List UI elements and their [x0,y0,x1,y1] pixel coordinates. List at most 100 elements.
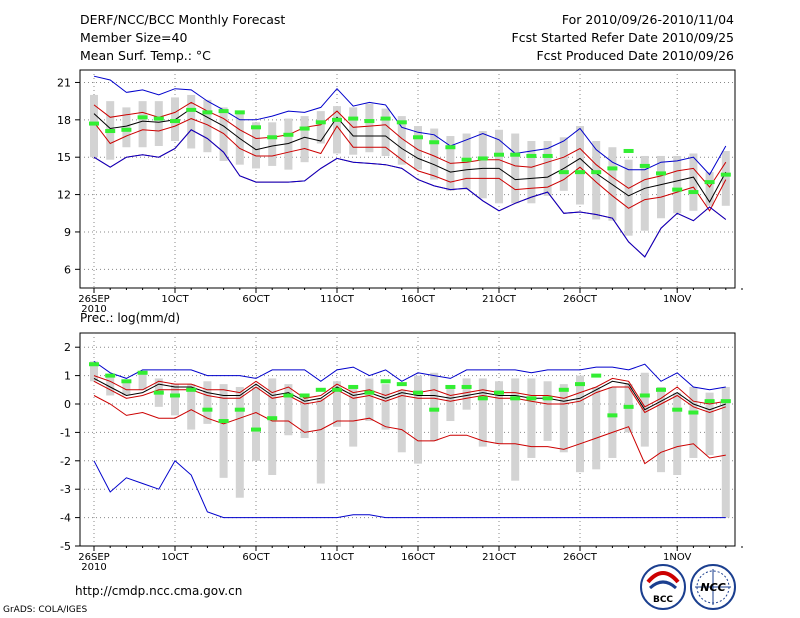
temperature-climate-mark [526,153,537,158]
precipitation-box [576,375,584,473]
source-url[interactable]: http://cmdp.ncc.cma.gov.cn [75,584,243,598]
temperature-box [640,155,649,231]
precipitation-climate-mark [121,379,132,384]
temperature-xtick-label: 26SEP [78,294,109,305]
temperature-xtick-label: 16OCT [401,294,436,305]
temperature-climate-mark [153,116,164,121]
temperature-box [624,159,633,236]
temperature-box [495,129,503,204]
precipitation-climate-mark [461,384,472,389]
temperature-climate-mark [445,145,456,150]
precipitation-climate-mark [137,370,148,375]
precipitation-climate-mark [542,396,553,401]
precipitation-xtick-label: 26SEP [78,552,109,563]
precipitation-ytick-label: -5 [60,540,71,553]
precipitation-xtick-sublabel: 2010 [81,562,106,573]
temperature-ensemble-min-extreme-line [93,129,727,258]
precipitation-box [138,372,147,390]
temperature-climate-mark [672,187,683,192]
temperature-ytick-label: 12 [57,189,71,202]
precipitation-box [365,378,374,422]
precipitation-box [381,384,390,430]
temperature-box [138,101,147,148]
precipitation-climate-mark [105,373,116,378]
temperature-box [235,113,244,165]
precipitation-ytick-label: -3 [60,483,71,496]
precipitation-climate-mark [283,393,294,398]
temperature-climate-mark [283,132,294,137]
precipitation-climate-mark [299,393,310,398]
precipitation-climate-mark [510,396,521,401]
precipitation-ytick-label: -2 [60,455,71,468]
temperature-box [576,126,584,205]
precipitation-ytick-label: -1 [60,426,71,439]
precip-title: Prec.: log(mm/d) [80,311,180,325]
temperature-climate-mark [121,127,132,132]
temperature-climate-mark [510,152,521,157]
temperature-climate-mark [299,126,310,131]
precipitation-box [446,386,455,422]
precipitation-ytick-label: 0 [64,398,71,411]
precipitation-climate-mark [218,419,229,424]
temperature-climate-mark [558,170,569,175]
temperature-xtick-label: 11OCT [320,294,355,305]
precipitation-xtick-label: 6OCT [242,552,270,563]
precipitation-box [511,378,520,481]
precipitation-box [316,398,325,484]
temperature-climate-mark [396,120,407,125]
temperature-climate-mark [542,153,553,158]
precipitation-box [106,375,115,396]
precipitation-spread-low-line [93,380,726,414]
chart-title: DERF/NCC/BCC Monthly Forecast [80,12,286,27]
temperature-box [333,106,341,154]
precipitation-box [252,386,260,461]
temperature-climate-mark [218,109,229,114]
temperature-box [365,103,374,153]
temperature-spread-low-line [93,118,727,212]
temperature-box [300,116,309,163]
temperature-box [527,141,536,204]
temperature-climate-mark [607,166,618,171]
temperature-climate-mark [332,117,342,122]
precipitation-climate-mark [315,387,326,392]
temperature-climate-mark [720,172,731,177]
temperature-xtick-sublabel: 2010 [81,304,106,315]
temperature-box [511,133,520,204]
temperature-climate-mark [251,125,261,130]
precipitation-climate-mark [170,393,180,398]
precipitation-xtick-label: 16OCT [401,552,436,563]
temperature-climate-mark [575,170,585,175]
precipitation-climate-mark [558,387,569,392]
precipitation-climate-mark [591,373,602,378]
precipitation-climate-mark [575,382,585,387]
temperature-xtick-label: 26OCT [563,294,598,305]
precipitation-ytick-label: 1 [64,370,71,383]
precipitation-ensemble-mean-line [93,377,726,411]
precipitation-xtick-label: 26OCT [563,552,598,563]
temperature-ytick-label: 15 [57,151,71,164]
precipitation-box [349,386,358,447]
precipitation-box [608,386,617,458]
temperature-climate-mark [656,171,666,176]
precipitation-xtick-label: 1NOV [663,552,692,563]
precipitation-box [673,392,682,475]
precipitation-box [430,372,439,441]
temperature-box [721,150,730,206]
precipitation-climate-mark [380,379,391,384]
temperature-climate-mark [494,152,504,157]
temperature-box [284,118,293,170]
temperature-climate-mark [429,140,440,145]
precipitation-frame [79,332,736,547]
temperature-box [252,122,260,169]
temperature-box [397,116,406,165]
temperature-box [203,99,212,153]
precipitation-climate-mark [267,416,278,421]
temperature-ensemble-max-line [93,75,727,176]
produced-date: Fcst Produced Date 2010/09/26 [536,48,734,63]
precipitation-climate-mark [494,390,504,395]
temperature-climate-mark [461,157,472,162]
precipitation-box [543,381,552,441]
temperature-xtick-label: 6OCT [242,294,270,305]
